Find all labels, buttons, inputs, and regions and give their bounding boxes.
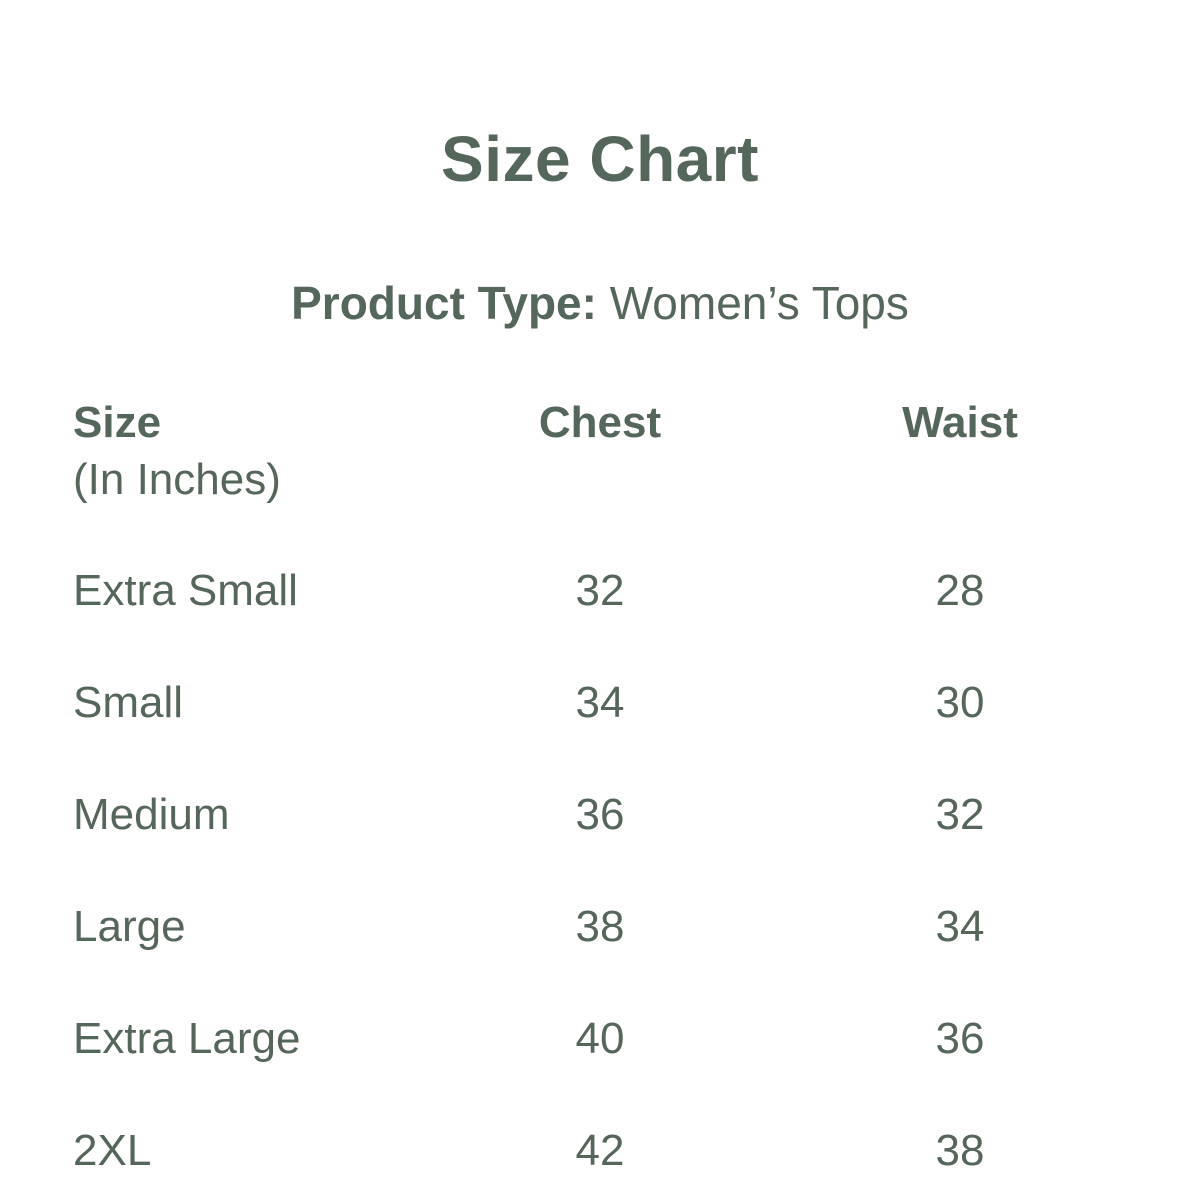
cell-size: Extra Small [73,566,298,615]
cell-chest: 42 [575,1126,625,1175]
header-size-unit: (In Inches) [73,455,281,504]
header-size: Size [73,398,162,447]
page-title: Size Chart [441,123,759,195]
cell-size: 2XL [73,1126,152,1175]
cell-size: Large [73,902,186,951]
cell-chest: 38 [575,902,625,951]
cell-chest: 40 [575,1014,625,1063]
product-type-label: Product Type: [291,277,597,329]
cell-waist: 32 [935,790,985,839]
cell-waist: 28 [935,566,985,615]
cell-waist: 30 [935,678,985,727]
cell-chest: 34 [575,678,625,727]
table-row: 2XL 42 38 [0,1126,1200,1186]
cell-waist: 36 [935,1014,985,1063]
cell-size: Small [73,678,184,727]
cell-size: Medium [73,790,230,839]
table-row: Extra Large 40 36 [0,1014,1200,1074]
table-row: Medium 36 32 [0,790,1200,850]
cell-waist: 34 [935,902,985,951]
table-row: Large 38 34 [0,902,1200,962]
cell-waist: 38 [935,1126,985,1175]
product-type-value: Women’s Tops [609,277,909,329]
cell-size: Extra Large [73,1014,301,1063]
cell-chest: 32 [575,566,625,615]
product-type: Product Type: Women’s Tops [0,276,1200,330]
cell-chest: 36 [575,790,625,839]
header-waist: Waist [902,398,1018,447]
header-chest: Chest [538,398,662,447]
table-row: Extra Small 32 28 [0,566,1200,626]
table-row: Small 34 30 [0,678,1200,738]
